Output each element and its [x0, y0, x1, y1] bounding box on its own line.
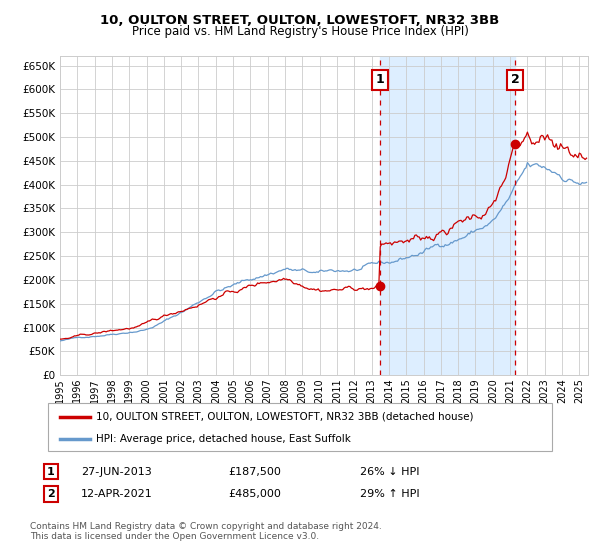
Text: Price paid vs. HM Land Registry's House Price Index (HPI): Price paid vs. HM Land Registry's House … [131, 25, 469, 38]
Text: 2: 2 [511, 73, 520, 86]
Text: 1: 1 [47, 466, 55, 477]
Text: HPI: Average price, detached house, East Suffolk: HPI: Average price, detached house, East… [96, 434, 351, 444]
Text: 12-APR-2021: 12-APR-2021 [81, 489, 153, 499]
Text: £485,000: £485,000 [228, 489, 281, 499]
Bar [380, 56, 515, 375]
Text: 10, OULTON STREET, OULTON, LOWESTOFT, NR32 3BB (detached house): 10, OULTON STREET, OULTON, LOWESTOFT, NR… [96, 412, 473, 422]
Text: £187,500: £187,500 [228, 466, 281, 477]
Text: 27-JUN-2013: 27-JUN-2013 [81, 466, 152, 477]
Text: 26% ↓ HPI: 26% ↓ HPI [360, 466, 419, 477]
Text: 2: 2 [47, 489, 55, 499]
Text: 1: 1 [376, 73, 385, 86]
Text: Contains HM Land Registry data © Crown copyright and database right 2024.
This d: Contains HM Land Registry data © Crown c… [30, 522, 382, 542]
Text: 29% ↑ HPI: 29% ↑ HPI [360, 489, 419, 499]
Text: 10, OULTON STREET, OULTON, LOWESTOFT, NR32 3BB: 10, OULTON STREET, OULTON, LOWESTOFT, NR… [100, 14, 500, 27]
